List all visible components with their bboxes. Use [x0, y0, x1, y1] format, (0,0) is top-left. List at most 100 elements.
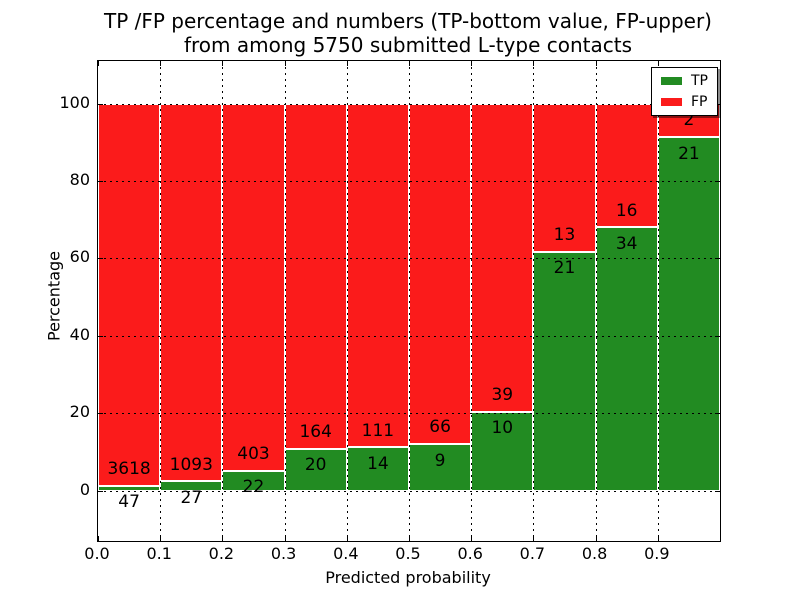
legend-entry-fp: FP	[661, 95, 708, 109]
fp-count-label: 111	[361, 420, 395, 441]
chart-title-line2: from among 5750 submitted L-type contact…	[183, 33, 633, 57]
y-tick-mark	[715, 413, 720, 415]
x-tick-mark	[160, 536, 162, 541]
tp-count-label: 20	[304, 455, 327, 476]
legend-entry-tp: TP	[661, 74, 708, 88]
x-tick-mark	[409, 536, 410, 541]
x-tick-mark	[346, 61, 348, 66]
y-tick-mark	[715, 258, 720, 260]
x-tick-mark	[222, 536, 224, 541]
y-tick-label: 60	[69, 247, 90, 267]
tp-bar-segment	[595, 227, 658, 491]
fp-bar-segment	[98, 103, 161, 486]
x-tick-mark	[98, 536, 99, 541]
vertical-gridline	[222, 61, 224, 541]
y-tick-mark	[98, 103, 103, 105]
plot-area: TP FP 3618 47 1093 27 403 22 164 20 111 14 66 9 39 10…	[97, 60, 721, 542]
tp-count-label: 22	[242, 477, 265, 498]
tp-bar-segment	[409, 444, 472, 491]
vertical-gridline	[471, 61, 473, 541]
fp-bar-segment	[160, 103, 223, 482]
vertical-gridline	[409, 61, 410, 541]
y-tick-mark	[98, 181, 103, 182]
vertical-gridline	[346, 61, 348, 541]
tp-count-label: 27	[180, 488, 203, 509]
fp-count-label: 39	[491, 384, 514, 405]
x-tick-label: 0.3	[270, 544, 297, 563]
y-tick-mark	[715, 490, 720, 492]
x-tick-mark	[657, 536, 659, 541]
tp-count-label: 9	[434, 450, 446, 471]
legend: TP FP	[651, 67, 718, 116]
x-tick-mark	[98, 61, 99, 66]
y-tick-label: 100	[59, 92, 90, 112]
fp-bar-segment	[222, 103, 285, 471]
vertical-gridline	[533, 61, 535, 541]
x-tick-label: 0.0	[84, 544, 110, 563]
y-tick-label: 20	[69, 402, 90, 422]
x-tick-label: 0.1	[146, 544, 172, 563]
tp-count-label: 34	[615, 234, 638, 255]
tp-legend-label: TP	[691, 73, 708, 89]
fp-bar-segment	[471, 103, 534, 412]
y-tick-mark	[98, 335, 103, 337]
x-tick-mark	[533, 61, 535, 66]
x-tick-mark	[595, 536, 597, 541]
x-tick-mark	[284, 536, 286, 541]
x-tick-mark	[533, 536, 535, 541]
x-tick-mark	[657, 61, 659, 66]
fp-count-label: 16	[615, 200, 638, 221]
chart-title-line1: TP /FP percentage and numbers (TP-bottom…	[104, 9, 712, 33]
tp-legend-swatch	[661, 77, 682, 85]
x-tick-label: 0.9	[644, 544, 670, 563]
tp-bar-segment	[471, 411, 534, 491]
tp-bar-segment	[533, 251, 596, 491]
tp-bar-segment	[284, 448, 347, 491]
x-tick-label: 0.2	[208, 544, 235, 563]
y-tick-label: 0	[79, 479, 90, 499]
fp-count-label: 164	[299, 421, 332, 442]
fp-count-label: 1093	[169, 454, 213, 475]
vertical-gridline	[595, 61, 597, 541]
y-tick-mark	[98, 490, 103, 492]
x-tick-mark	[471, 536, 473, 541]
tp-bar-segment	[657, 137, 720, 491]
x-tick-mark	[409, 61, 410, 66]
x-tick-label: 0.6	[457, 544, 483, 563]
y-tick-label: 80	[69, 170, 90, 189]
tp-count-label: 47	[118, 492, 140, 513]
x-tick-label: 0.7	[519, 544, 546, 563]
fp-bar-segment	[409, 103, 472, 445]
x-tick-label: 0.8	[581, 544, 608, 563]
y-tick-mark	[98, 258, 103, 260]
y-tick-label: 40	[69, 324, 90, 344]
tp-bar-segment	[98, 485, 161, 491]
vertical-gridline	[657, 61, 659, 541]
tp-bar-segment	[346, 447, 409, 491]
x-tick-mark	[284, 61, 286, 66]
tp-count-label: 21	[553, 258, 576, 279]
chart-title: TP /FP percentage and numbers (TP-bottom…	[97, 9, 719, 57]
fp-legend-label: FP	[691, 94, 708, 110]
vertical-gridline	[284, 61, 286, 541]
fp-bar-segment	[533, 103, 596, 252]
x-tick-mark	[222, 61, 224, 66]
x-tick-mark	[160, 61, 162, 66]
tp-count-label: 14	[367, 454, 389, 475]
y-tick-mark	[715, 335, 720, 337]
y-tick-mark	[98, 413, 103, 415]
fp-bar-segment	[284, 103, 347, 449]
vertical-gridline	[160, 61, 162, 541]
tp-count-label: 10	[491, 418, 514, 439]
x-tick-label: 0.4	[333, 544, 359, 563]
fp-legend-swatch	[661, 98, 682, 106]
tp-count-label: 21	[678, 143, 700, 164]
x-axis-label: Predicted probability	[325, 568, 491, 587]
fp-count-label: 13	[553, 224, 576, 245]
x-tick-mark	[346, 536, 348, 541]
fp-bar-segment	[346, 103, 409, 448]
fp-count-label: 3618	[107, 458, 151, 479]
x-tick-mark	[595, 61, 597, 66]
x-tick-mark	[471, 61, 473, 66]
